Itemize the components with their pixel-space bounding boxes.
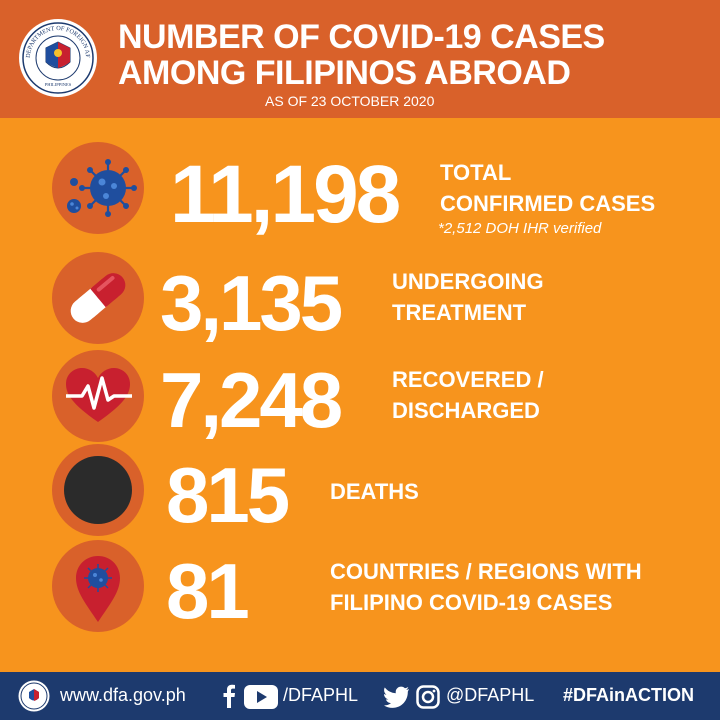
hashtag-dfainaction[interactable]: #DFAinACTION — [563, 685, 695, 705]
dfa-seal-small-icon — [18, 680, 50, 712]
stat-undergoing-treatment-label-1: UNDERGOING — [392, 269, 544, 294]
youtube-icon[interactable] — [244, 685, 278, 709]
stat-recovered-label-2: DISCHARGED — [392, 398, 540, 423]
pill-capsule-icon — [52, 252, 144, 344]
facebook-icon[interactable] — [222, 684, 236, 708]
title-line-2: AMONG FILIPINOS ABROAD — [118, 54, 571, 92]
instagram-icon[interactable] — [416, 685, 440, 709]
stat-recovered-label-1: RECOVERED / — [392, 367, 544, 392]
stat-deaths-label: DEATHS — [330, 479, 419, 504]
heartbeat-icon — [52, 350, 144, 442]
doh-ihr-verified-note: *2,512 DOH IHR verified — [438, 220, 602, 237]
stat-total-confirmed-label-2: CONFIRMED CASES — [440, 191, 656, 216]
stat-recovered-value: 7,248 — [160, 356, 343, 444]
location-pin-virus-icon — [52, 540, 144, 632]
stat-total-confirmed-label-1: TOTAL — [440, 160, 512, 185]
as-of-date: AS OF 23 OCTOBER 2020 — [265, 93, 435, 109]
header-banner: DEPARTMENT OF FOREIGN AFFAIRS PHILIPPINE… — [0, 0, 720, 118]
seal-bottom-text: PHILIPPINES — [45, 82, 72, 87]
stat-undergoing-treatment-value: 3,135 — [160, 259, 343, 347]
title-line-1: NUMBER OF COVID-19 CASES — [118, 18, 605, 56]
facebook-youtube-handle[interactable]: /DFAPHL — [283, 685, 359, 705]
stat-deaths-value: 815 — [166, 451, 290, 539]
stat-total-confirmed-value: 11,198 — [170, 149, 401, 240]
black-circle-icon — [52, 444, 144, 536]
stat-undergoing-treatment-label-2: TREATMENT — [392, 300, 527, 325]
stat-countries-label-1: COUNTRIES / REGIONS WITH — [330, 559, 642, 584]
virus-icon — [52, 142, 144, 234]
stat-countries-label-2: FILIPINO COVID-19 CASES — [330, 590, 613, 615]
website-link[interactable]: www.dfa.gov.ph — [60, 685, 186, 705]
stat-countries-value: 81 — [166, 547, 250, 635]
twitter-instagram-handle[interactable]: @DFAPHL — [446, 685, 535, 705]
dfa-seal-icon: DEPARTMENT OF FOREIGN AFFAIRS PHILIPPINE… — [18, 18, 97, 97]
twitter-icon[interactable] — [384, 686, 410, 708]
footer-bar: www.dfa.gov.ph /DFAPHL @DFAPHL #DFAinACT… — [0, 672, 720, 720]
